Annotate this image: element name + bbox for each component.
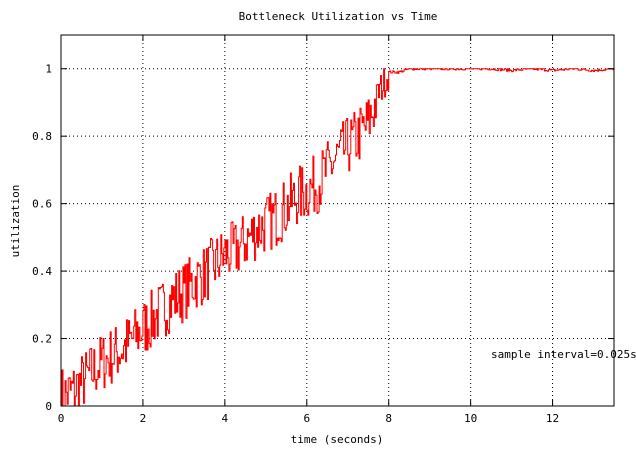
y-tick-label: 0.2 <box>32 333 52 346</box>
plot-frame <box>60 34 615 407</box>
grid-lines <box>61 35 614 406</box>
series-layer <box>61 68 615 407</box>
y-tick-label: 0.4 <box>32 265 52 278</box>
utilization-series-line <box>61 68 615 407</box>
axis-ticks: 0 2 4 6 8 10 12 0 0.2 0.4 0.6 0.8 1 <box>32 35 614 425</box>
x-tick-label: 4 <box>222 412 229 425</box>
y-tick-label: 0 <box>45 400 52 413</box>
x-axis-label: time (seconds) <box>291 433 384 446</box>
y-tick-label: 0.8 <box>32 130 52 143</box>
x-tick-label: 6 <box>303 412 310 425</box>
x-tick-label: 0 <box>58 412 65 425</box>
chart-title: Bottleneck Utilization vs Time <box>239 10 438 23</box>
sample-interval-annotation: sample interval=0.025s <box>491 348 636 361</box>
y-tick-label: 1 <box>45 63 52 76</box>
x-tick-label: 2 <box>140 412 147 425</box>
x-tick-label: 8 <box>385 412 392 425</box>
x-tick-label: 10 <box>464 412 477 425</box>
y-tick-label: 0.6 <box>32 198 52 211</box>
x-tick-label: 12 <box>546 412 559 425</box>
y-axis-label: utilization <box>9 185 22 258</box>
